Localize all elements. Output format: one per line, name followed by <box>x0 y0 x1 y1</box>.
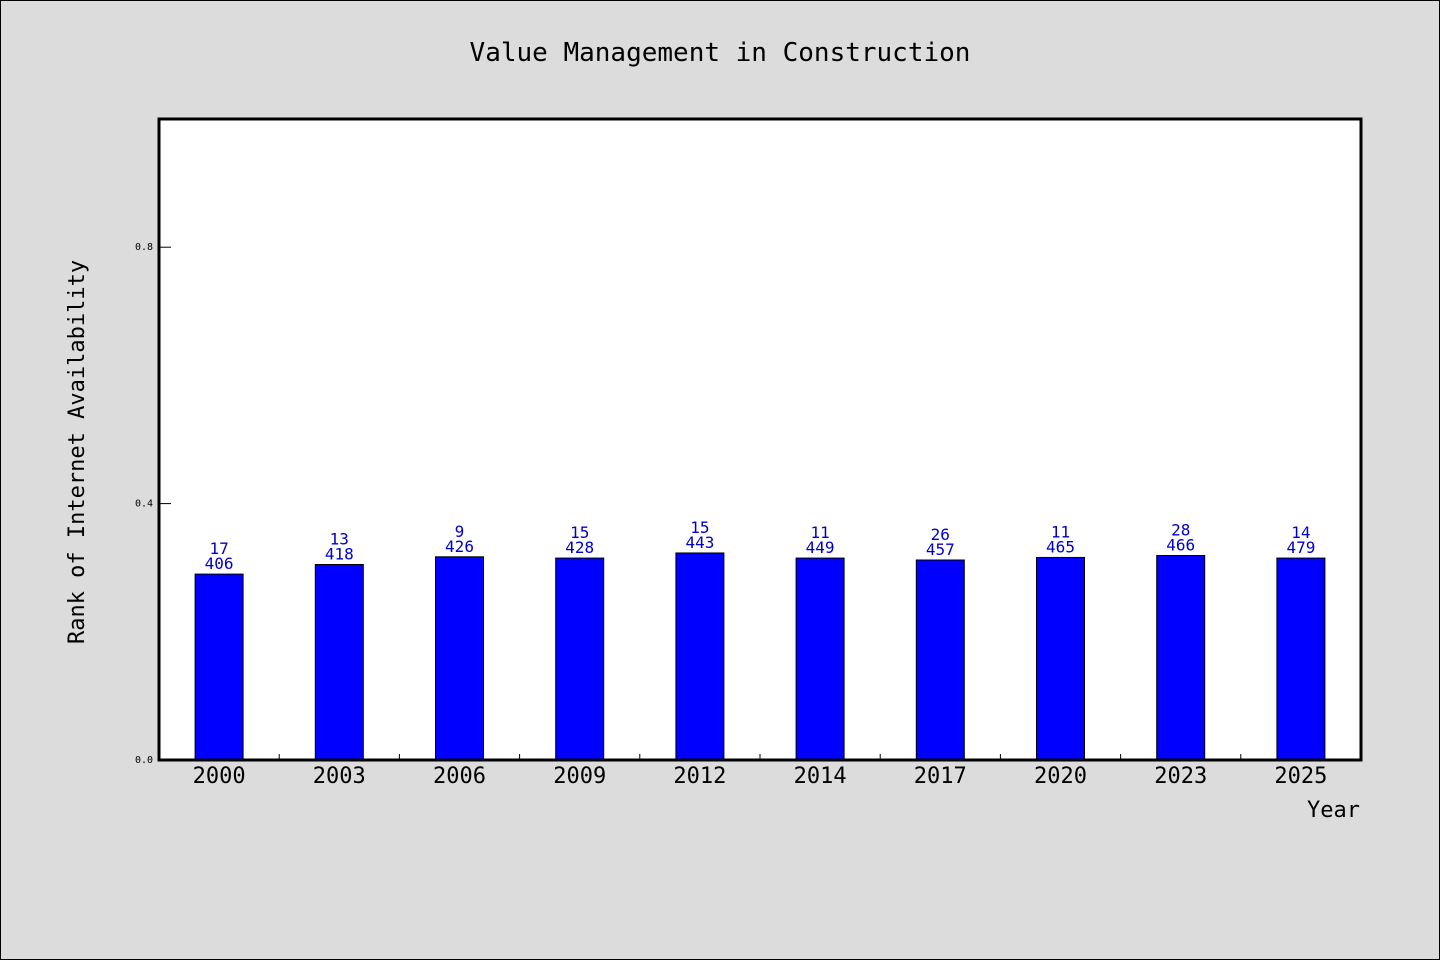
data-label-bottom: 418 <box>325 544 354 563</box>
data-label-top: 17 <box>209 539 228 558</box>
data-label-bottom: 465 <box>1046 537 1075 556</box>
y-axis-label: Rank of Internet Availability <box>65 260 90 644</box>
data-label-bottom: 406 <box>205 554 234 573</box>
bar <box>1156 555 1206 761</box>
bar <box>435 556 484 761</box>
x-tick-label: 2017 <box>914 764 967 789</box>
bar <box>675 552 725 761</box>
bar <box>915 559 965 761</box>
x-tick-label: 2012 <box>673 764 726 789</box>
x-tick-label: 2020 <box>1034 764 1087 789</box>
data-label-top: 11 <box>1051 522 1070 541</box>
data-label-top: 13 <box>330 529 349 548</box>
x-axis: 2000 2003 2006 2009 2012 2014 2017 2020 2023 2025 <box>193 754 1327 789</box>
bar <box>314 563 364 761</box>
bar <box>1036 556 1085 761</box>
x-tick-label: 2000 <box>193 764 246 789</box>
data-label-bottom: 449 <box>806 538 835 557</box>
data-label-top: 14 <box>1291 523 1310 542</box>
x-tick-label: 2025 <box>1274 764 1327 789</box>
data-label-bottom: 457 <box>926 540 955 559</box>
bar <box>795 557 845 761</box>
y-tick-label: 0.0 <box>135 755 153 766</box>
bar <box>555 557 605 761</box>
data-label-bottom: 443 <box>685 533 714 552</box>
data-label-bottom: 426 <box>445 537 474 556</box>
x-tick-label: 2003 <box>313 764 366 789</box>
data-label-top: 15 <box>690 518 709 537</box>
y-tick-label: 0.4 <box>135 499 153 510</box>
y-tick-label: 0.8 <box>135 242 153 253</box>
bar <box>1276 557 1326 761</box>
x-tick-label: 2009 <box>553 764 606 789</box>
data-label-top: 15 <box>570 523 589 542</box>
data-labels: 1740613418942615428154431144926457114652… <box>205 518 1316 573</box>
data-label-top: 9 <box>455 522 465 541</box>
data-label-bottom: 479 <box>1286 538 1315 557</box>
x-axis-label: Year <box>1307 798 1360 823</box>
data-label-top: 26 <box>931 525 950 544</box>
data-label-top: 11 <box>810 523 829 542</box>
x-tick-label: 2014 <box>794 764 847 789</box>
x-tick-label: 2023 <box>1154 764 1207 789</box>
data-label-bottom: 428 <box>565 538 594 557</box>
bar <box>194 573 244 761</box>
x-tick-label: 2006 <box>433 764 486 789</box>
plot-border <box>157 117 1363 762</box>
chart-title: Value Management in Construction <box>470 38 971 68</box>
data-label-top: 28 <box>1171 521 1190 540</box>
bars <box>194 552 1326 761</box>
data-label-bottom: 466 <box>1166 536 1195 555</box>
